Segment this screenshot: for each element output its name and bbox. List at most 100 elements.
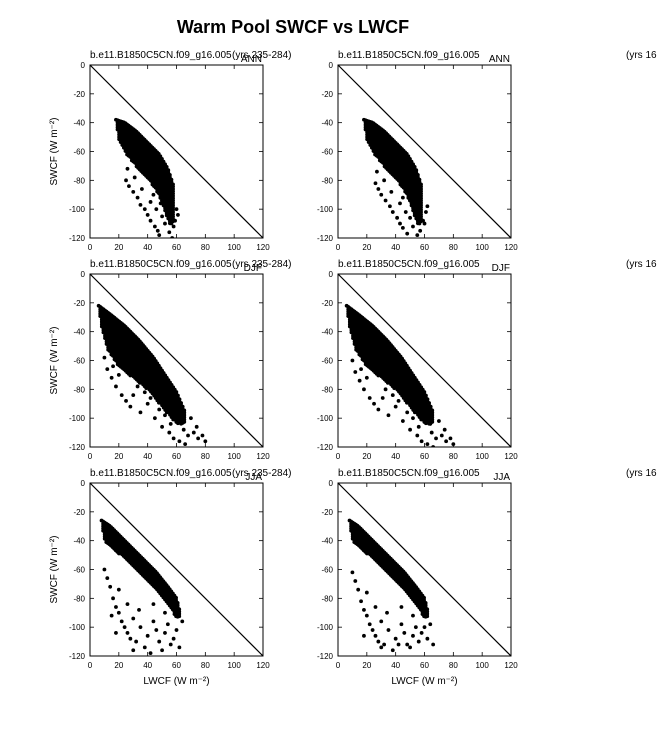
data-point xyxy=(425,614,430,619)
data-point xyxy=(142,390,147,395)
x-tick-label: 80 xyxy=(449,243,458,252)
data-point xyxy=(390,393,395,397)
data-point xyxy=(408,427,412,432)
data-point xyxy=(168,422,173,426)
data-point xyxy=(142,645,147,650)
data-point xyxy=(356,587,361,592)
data-point xyxy=(362,387,366,392)
data-point xyxy=(111,596,115,601)
data-point xyxy=(408,198,412,203)
data-point xyxy=(173,218,177,223)
y-tick-label: -120 xyxy=(317,443,334,452)
y-tick-label: -60 xyxy=(73,148,85,157)
season-label: ANN xyxy=(489,54,510,65)
data-point xyxy=(411,416,415,421)
data-point xyxy=(186,433,190,438)
y-tick-label: -120 xyxy=(69,443,86,452)
data-point xyxy=(416,424,421,429)
x-tick-label: 80 xyxy=(201,452,210,461)
figure-title: Warm Pool SWCF vs LWCF xyxy=(177,17,409,37)
data-point xyxy=(111,364,115,369)
data-point xyxy=(380,396,385,400)
x-tick-label: 60 xyxy=(420,661,429,670)
y-tick-label: -80 xyxy=(73,385,85,394)
y-tick-label: -100 xyxy=(317,205,334,214)
panels-container: 0 20 40 60 80 100 120 0 -20 -40 -60 -80 -100 -120 b.e1… xyxy=(49,50,657,687)
data-point xyxy=(160,648,164,653)
y-tick-label: -120 xyxy=(317,234,334,243)
x-axis-label: LWCF (W m⁻²) xyxy=(391,676,457,687)
case-label: b.e11.B1850C5CN.f09_g16.005 xyxy=(90,259,232,270)
data-point xyxy=(350,358,355,363)
data-point xyxy=(428,622,433,627)
reference-line xyxy=(337,64,512,239)
case-label: b.e11.B1850C5CN.f09_g16.005 xyxy=(338,50,480,61)
scatter-panel-djf-case: 0 20 40 60 80 100 120 0 -20 -40 -60 -80 -100 -120 b.e1… xyxy=(49,259,291,461)
data-point xyxy=(359,367,363,372)
data-point xyxy=(164,204,169,209)
data-point xyxy=(163,631,167,635)
data-point xyxy=(102,567,107,572)
x-tick-label: 40 xyxy=(143,661,152,670)
y-tick-label: 0 xyxy=(329,479,334,488)
x-tick-label: 120 xyxy=(256,661,270,670)
data-point xyxy=(174,628,179,632)
data-point xyxy=(424,210,428,214)
case-label: b.e11.B1850C5CN.f09_g16.005 xyxy=(90,468,232,479)
data-point xyxy=(145,633,150,638)
data-point xyxy=(429,430,434,435)
data-point xyxy=(142,207,147,212)
data-point xyxy=(114,384,118,389)
data-point xyxy=(131,616,136,621)
data-point xyxy=(148,218,153,223)
x-tick-label: 60 xyxy=(420,452,429,461)
data-point xyxy=(388,204,392,209)
data-point xyxy=(422,625,427,630)
data-point xyxy=(442,427,447,432)
data-point xyxy=(155,228,160,233)
y-tick-label: -20 xyxy=(73,508,85,517)
x-tick-label: 80 xyxy=(201,661,210,670)
years-label: (yrs 235-284) xyxy=(232,259,291,270)
data-point xyxy=(124,178,128,183)
data-point xyxy=(364,375,369,380)
data-point xyxy=(154,207,159,212)
data-point xyxy=(116,610,121,615)
data-point xyxy=(382,642,387,647)
data-point xyxy=(425,442,430,447)
years-label: (yrs 16 xyxy=(626,259,657,270)
data-point xyxy=(395,215,400,220)
data-point xyxy=(376,187,381,191)
data-point xyxy=(109,375,114,380)
data-point xyxy=(171,636,176,641)
y-tick-label: -60 xyxy=(321,566,333,575)
y-tick-label: -20 xyxy=(73,90,85,99)
years-label: (yrs 235-284) xyxy=(232,50,291,61)
x-tick-label: 40 xyxy=(391,243,400,252)
data-point xyxy=(422,221,427,226)
data-point xyxy=(405,231,410,236)
data-point xyxy=(398,221,402,226)
data-point xyxy=(125,631,130,635)
data-point xyxy=(168,642,173,647)
data-point xyxy=(402,631,407,635)
data-point xyxy=(364,613,369,618)
x-tick-label: 20 xyxy=(114,243,123,252)
case-label: b.e11.B1850C5CN.f09_g16.005 xyxy=(338,468,480,479)
x-tick-label: 0 xyxy=(336,661,341,670)
data-point xyxy=(350,570,355,575)
y-tick-label: -80 xyxy=(321,594,333,603)
data-point xyxy=(419,631,424,635)
data-point xyxy=(379,645,384,650)
data-point xyxy=(108,584,113,589)
data-point xyxy=(132,175,137,180)
data-point xyxy=(134,639,139,644)
data-point xyxy=(171,436,176,441)
y-axis-label: SWCF (W m⁻²) xyxy=(49,326,60,394)
y-tick-label: -40 xyxy=(73,537,85,546)
x-tick-label: 120 xyxy=(504,661,518,670)
data-point xyxy=(386,628,391,632)
x-tick-label: 100 xyxy=(475,452,489,461)
data-point xyxy=(372,401,376,406)
